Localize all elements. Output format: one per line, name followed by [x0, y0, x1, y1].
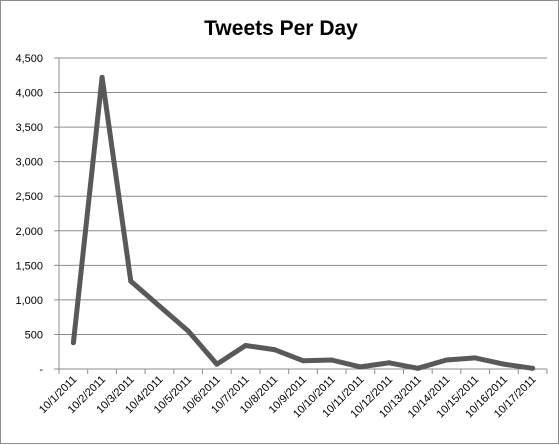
data-point	[357, 364, 363, 370]
chart-title: Tweets Per Day	[204, 17, 358, 40]
data-point	[70, 340, 76, 346]
data-point	[415, 365, 421, 371]
data-point	[128, 278, 134, 284]
data-point	[185, 328, 191, 334]
data-point	[214, 361, 220, 367]
y-tick-label: 3,500	[15, 122, 43, 134]
data-point	[444, 357, 450, 363]
data-point	[271, 347, 277, 353]
x-axis-tick-labels: 10/1/201110/2/201110/3/201110/4/201110/5…	[37, 374, 539, 421]
data-point	[99, 74, 105, 80]
axes	[58, 58, 548, 374]
y-tick-label: 1,000	[15, 295, 43, 307]
y-tick-label: 4,000	[15, 88, 43, 100]
y-tick-label: 4,500	[15, 53, 43, 65]
y-tick-label: 2,000	[15, 226, 43, 238]
data-point	[472, 355, 478, 361]
gridlines	[54, 57, 547, 370]
y-tick-label: 2,500	[15, 191, 43, 203]
y-tick-label: 500	[25, 329, 43, 341]
data-point	[501, 361, 507, 367]
data-point	[300, 358, 306, 364]
data-point	[243, 343, 249, 349]
series-tweets	[70, 74, 536, 371]
y-tick-label: -	[39, 364, 43, 376]
data-point	[386, 360, 392, 366]
y-tick-label: 3,000	[15, 157, 43, 169]
data-point	[156, 303, 162, 309]
y-axis-tick-labels: - 500 1,000 1,500 2,000 2,500 3,000 3,500 4,000 4…	[15, 53, 43, 376]
y-tick-label: 1,500	[15, 260, 43, 272]
data-point	[530, 365, 536, 371]
series-line	[70, 74, 536, 371]
data-point	[329, 357, 335, 363]
